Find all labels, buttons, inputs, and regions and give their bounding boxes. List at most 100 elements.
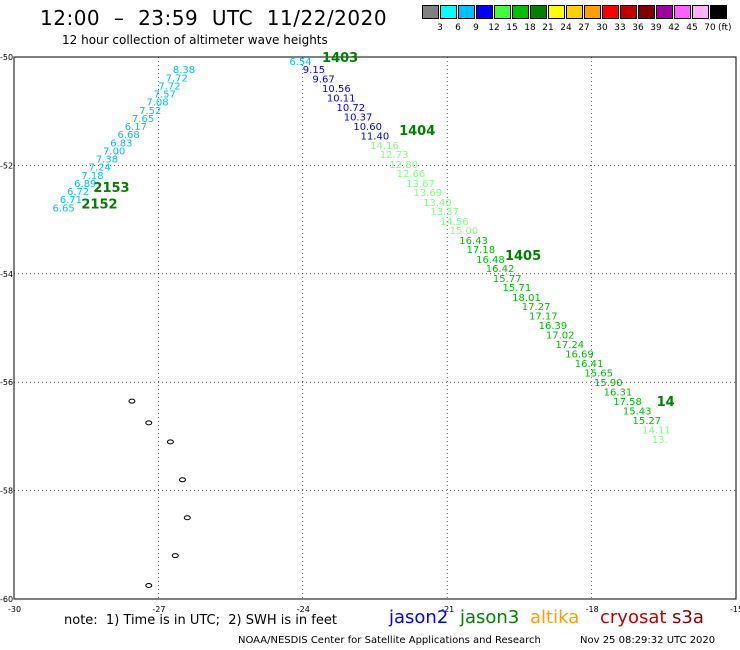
legend-swatch <box>512 5 529 19</box>
generated-timestamp: Nov 25 08:29:32 UTC 2020 <box>580 635 716 646</box>
swh-label: 7.18 <box>81 171 103 182</box>
swh-label: 7.65 <box>132 114 154 125</box>
swh-label: 11.40 <box>361 131 390 142</box>
swh-label: 7.57 <box>154 90 176 101</box>
lat-tick-label: -58 <box>0 487 13 496</box>
legend-swatch <box>656 5 673 19</box>
wave-height-labels: 6.549.159.6710.5610.1110.7210.3710.6011.… <box>53 57 671 446</box>
swh-label: 7.72 <box>166 73 188 84</box>
swh-label: 16.69 <box>565 350 594 361</box>
swh-label: 16.42 <box>486 264 515 275</box>
swh-label: 17.24 <box>556 340 585 351</box>
legend-swatch <box>422 5 439 19</box>
pass-time-label: 14 <box>657 395 675 410</box>
swh-label: 17.27 <box>522 302 551 313</box>
island-outline <box>145 582 153 588</box>
legend-swatch <box>620 5 637 19</box>
legend-label: 21 <box>542 23 554 33</box>
swh-label: 13.40 <box>423 198 452 209</box>
legend-swatch <box>566 5 583 19</box>
swh-label: 9.67 <box>312 74 334 85</box>
swh-label: 15.71 <box>503 283 532 294</box>
swh-label: 15.65 <box>584 369 613 380</box>
legend-label: 42 <box>668 23 680 33</box>
swh-label: 15.27 <box>633 416 662 427</box>
pass-time-label: 2152 <box>81 197 117 212</box>
satellite-name: jason2 <box>389 607 449 628</box>
swh-label: 12.80 <box>389 160 418 171</box>
swh-label: 15.00 <box>450 226 479 237</box>
swh-label: 16.48 <box>476 255 505 266</box>
swh-label: 6.68 <box>117 130 139 141</box>
swh-label: 6.71 <box>60 195 82 206</box>
swh-label: 17.18 <box>466 245 495 256</box>
satellite-name: cryosat <box>600 607 667 628</box>
swh-label: 15.43 <box>623 407 652 418</box>
swh-label: 15.90 <box>594 378 623 389</box>
lon-tick-label: -30 <box>8 605 21 614</box>
swh-label: 7.72 <box>158 81 180 92</box>
swh-label: 6.54 <box>289 57 311 68</box>
swh-label: 6.72 <box>67 187 89 198</box>
legend-label: 39 <box>650 23 662 33</box>
legend-label: 33 <box>614 23 626 33</box>
lat-tick-label: -52 <box>0 161 13 170</box>
legend-swatch <box>602 5 619 19</box>
legend-swatch <box>548 5 565 19</box>
island-outline <box>178 477 186 483</box>
swh-label: 16.41 <box>575 359 604 370</box>
lon-tick-label: -24 <box>297 605 310 614</box>
swh-label: 13.69 <box>414 188 443 199</box>
lat-tick-label: -60 <box>0 595 13 604</box>
legend-swatch <box>674 5 691 19</box>
legend-swatch <box>638 5 655 19</box>
units-note: note: 1) Time is in UTC; 2) SWH is in fe… <box>64 613 337 628</box>
swh-label: 7.08 <box>146 98 168 109</box>
map-subtitle: 12 hour collection of altimeter wave hei… <box>62 33 328 47</box>
graticule <box>13 56 737 600</box>
satellite-name: s3a <box>672 607 704 628</box>
legend-label: 12 <box>488 23 500 33</box>
swh-label: 13. <box>652 435 668 446</box>
axis-tick-labels: -50 -52 -54 -56 -58 -60-30 -27 -24 -21 -18 -15 <box>0 53 740 614</box>
swh-label: 14.11 <box>642 426 671 437</box>
legend-label: 9 <box>473 23 479 33</box>
swh-label: 16.43 <box>459 236 488 247</box>
swh-label: 10.60 <box>353 122 382 133</box>
island-outline <box>166 439 174 445</box>
swh-label: 18.01 <box>512 293 541 304</box>
swh-label: 13.37 <box>430 207 459 218</box>
legend-swatch <box>494 5 511 19</box>
swh-label: 8.38 <box>173 65 195 76</box>
swh-label: 16.31 <box>604 388 633 399</box>
lon-tick-label: -21 <box>441 605 454 614</box>
lon-tick-label: -27 <box>152 605 165 614</box>
swh-label: 17.17 <box>529 312 558 323</box>
credit-line: NOAA/NESDIS Center for Satellite Applica… <box>238 635 541 646</box>
swh-label: 17.58 <box>613 397 642 408</box>
legend-swatch <box>692 5 709 19</box>
swh-label: 7.38 <box>96 155 118 166</box>
legend-label: 36 <box>632 23 644 33</box>
swh-label: 10.37 <box>344 112 373 123</box>
legend-label: 18 <box>524 23 536 33</box>
legend-swatch <box>710 5 727 19</box>
legend-swatch <box>440 5 457 19</box>
legend-swatch <box>476 5 493 19</box>
lat-tick-label: -50 <box>0 53 13 62</box>
island-outline <box>128 398 136 404</box>
legend-label: 3 <box>437 23 443 33</box>
swh-label: 9.15 <box>303 65 325 76</box>
pass-time-label: 2153 <box>93 181 129 196</box>
swh-label: 15.77 <box>493 274 522 285</box>
lat-tick-label: -56 <box>0 378 13 387</box>
legend-label: 15 <box>506 23 518 33</box>
legend-swatch <box>584 5 601 19</box>
pass-time-label: 1405 <box>505 249 541 264</box>
swh-label: 10.11 <box>327 93 356 104</box>
island-outline <box>171 553 179 559</box>
island-outline <box>183 515 191 521</box>
swh-label: 6.89 <box>74 179 96 190</box>
